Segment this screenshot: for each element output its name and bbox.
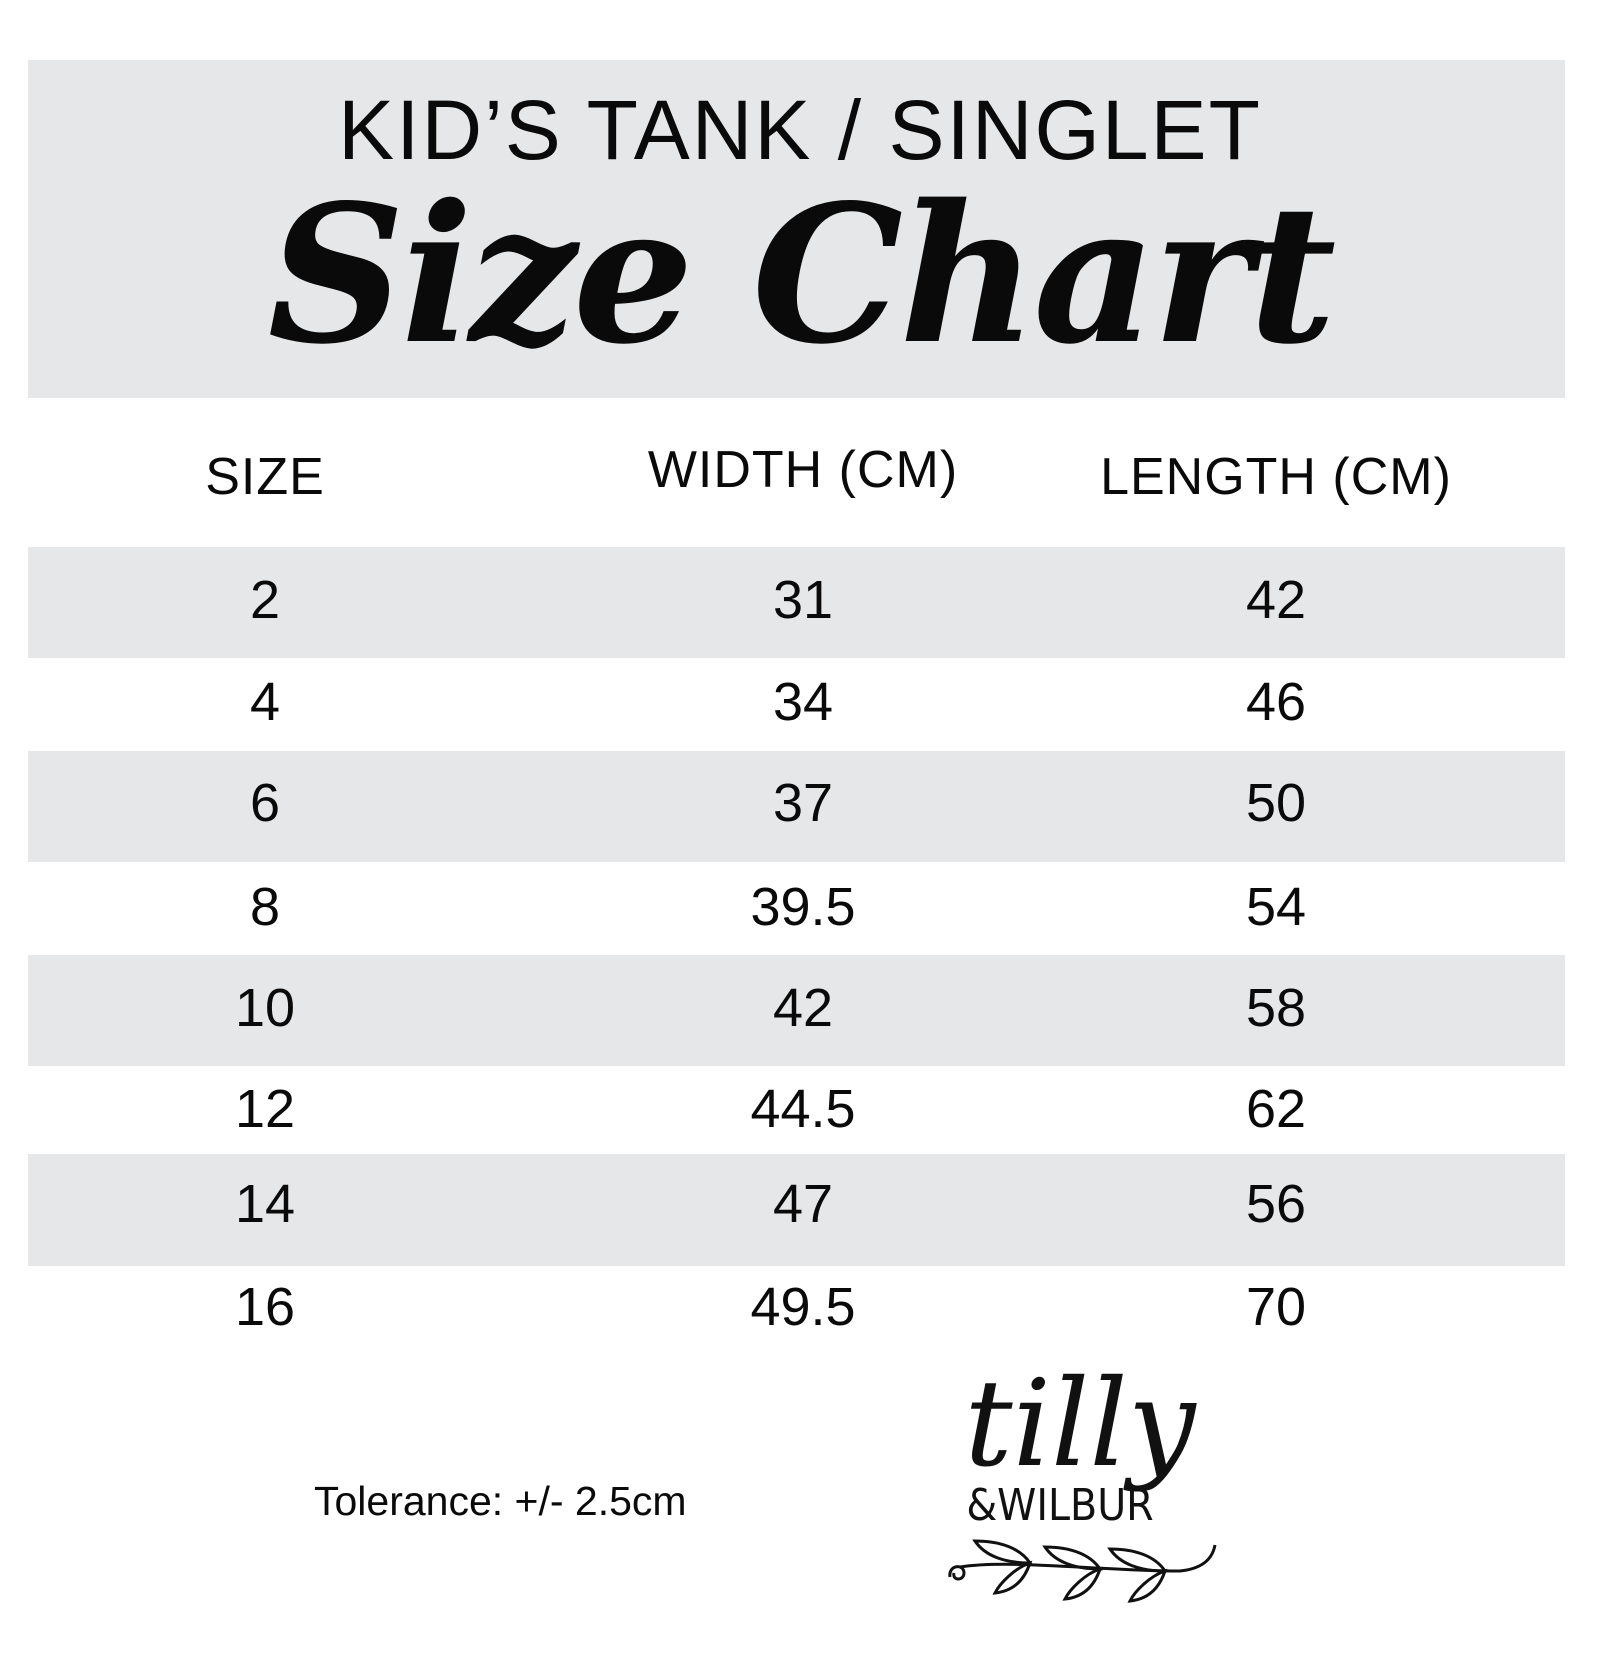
row-band [28, 955, 1565, 1066]
length-cell: 46 [1245, 672, 1307, 732]
size-cell: 6 [249, 773, 281, 833]
row-band [28, 1154, 1565, 1266]
logo-script-text: tilly [964, 1355, 1197, 1494]
size-cell: 12 [234, 1079, 296, 1139]
tilly-wilbur-logo: tilly &WILBUR [948, 1355, 1217, 1603]
column-header: WIDTH (CM) [647, 441, 959, 499]
row-band [28, 547, 1565, 658]
column-header: LENGTH (CM) [1100, 448, 1452, 506]
subtitle: KID’S TANK / SINGLET [338, 83, 1262, 177]
length-cell: 62 [1245, 1079, 1307, 1139]
length-cell: 56 [1245, 1174, 1307, 1234]
leaf-branch-icon [948, 1539, 1217, 1603]
length-cell: 70 [1245, 1277, 1307, 1337]
row-band [28, 751, 1565, 862]
tolerance-note: Tolerance: +/- 2.5cm [314, 1478, 687, 1524]
size-cell: 4 [249, 672, 281, 732]
length-cell: 58 [1245, 978, 1307, 1038]
width-cell: 44.5 [750, 1079, 856, 1139]
page-title: Size Chart [267, 163, 1337, 386]
length-cell: 42 [1245, 570, 1307, 630]
size-cell: 2 [249, 570, 281, 630]
size-cell: 16 [234, 1277, 296, 1337]
width-cell: 42 [772, 978, 834, 1038]
width-cell: 49.5 [750, 1277, 856, 1337]
size-cell: 8 [249, 877, 281, 937]
header-band [28, 60, 1565, 398]
width-cell: 34 [772, 672, 834, 732]
width-cell: 47 [772, 1174, 834, 1234]
column-header: SIZE [205, 448, 325, 506]
width-cell: 39.5 [750, 877, 856, 937]
width-cell: 37 [772, 773, 834, 833]
size-cell: 14 [234, 1174, 296, 1234]
width-cell: 31 [772, 570, 834, 630]
logo-text: &WILBUR [966, 1480, 1153, 1531]
size-cell: 10 [234, 978, 296, 1038]
length-cell: 50 [1245, 773, 1307, 833]
length-cell: 54 [1245, 877, 1307, 937]
